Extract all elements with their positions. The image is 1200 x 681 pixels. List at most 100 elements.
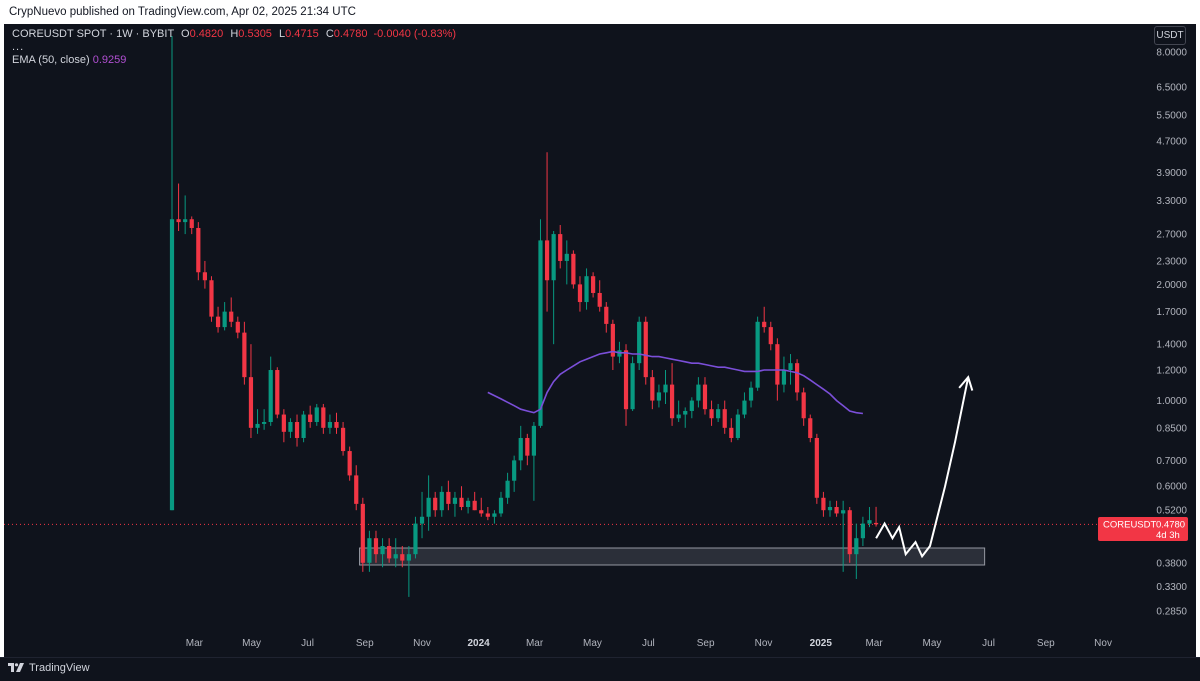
- candle[interactable]: [637, 316, 642, 371]
- candle[interactable]: [538, 219, 543, 428]
- candle[interactable]: [262, 409, 267, 430]
- candle[interactable]: [439, 486, 444, 517]
- candle[interactable]: [676, 400, 681, 423]
- candle[interactable]: [215, 306, 221, 333]
- candle[interactable]: [584, 268, 589, 310]
- candle[interactable]: [630, 356, 635, 411]
- candle[interactable]: [742, 392, 747, 419]
- candle[interactable]: [202, 260, 207, 289]
- legend-ema-row[interactable]: EMA (50, close) 0.9259: [12, 54, 456, 67]
- candle[interactable]: [788, 354, 793, 385]
- candle[interactable]: [367, 530, 372, 572]
- support-zone-rect[interactable]: [359, 547, 986, 566]
- candle[interactable]: [518, 425, 523, 471]
- candle[interactable]: [604, 302, 609, 333]
- candle[interactable]: [275, 367, 280, 419]
- candle[interactable]: [683, 407, 688, 428]
- candle[interactable]: [373, 530, 379, 563]
- candle[interactable]: [669, 363, 675, 426]
- candle[interactable]: [472, 491, 477, 511]
- legend-symbol-title[interactable]: COREUSDT SPOT · 1W · BYBIT: [12, 28, 174, 40]
- candle[interactable]: [795, 359, 800, 401]
- candle[interactable]: [406, 545, 411, 597]
- candle[interactable]: [834, 500, 839, 517]
- candle[interactable]: [419, 491, 425, 539]
- legend-symbol-row[interactable]: COREUSDT SPOT · 1W · BYBIT O0.4820 H0.53…: [12, 28, 456, 41]
- candle[interactable]: [354, 465, 359, 511]
- candle[interactable]: [459, 486, 464, 511]
- candle[interactable]: [591, 272, 596, 298]
- candle[interactable]: [696, 377, 701, 408]
- candle[interactable]: [663, 370, 668, 404]
- candle[interactable]: [808, 414, 813, 443]
- candle[interactable]: [847, 507, 852, 563]
- candle[interactable]: [610, 319, 615, 371]
- candle[interactable]: [768, 321, 773, 351]
- legend-more-dots[interactable]: ...: [12, 41, 25, 53]
- candle[interactable]: [577, 276, 583, 312]
- price-axis[interactable]: 8.0000 6.5000 5.5000 4.7000 3.9000 3.3000 2.70…: [1156, 48, 1187, 618]
- legend-ema-label[interactable]: EMA (50, close): [12, 54, 90, 66]
- candle[interactable]: [229, 297, 234, 328]
- candle[interactable]: [347, 446, 352, 481]
- candle[interactable]: [196, 222, 201, 281]
- candle[interactable]: [360, 497, 365, 572]
- candle[interactable]: [716, 403, 721, 423]
- candle[interactable]: [873, 506, 879, 527]
- candle[interactable]: [327, 414, 333, 434]
- candle[interactable]: [531, 422, 536, 501]
- candle[interactable]: [183, 195, 188, 235]
- candle[interactable]: [393, 538, 398, 568]
- candle[interactable]: [801, 387, 806, 426]
- candle[interactable]: [248, 344, 254, 438]
- candle[interactable]: [814, 433, 819, 504]
- candle[interactable]: [525, 433, 530, 466]
- candle[interactable]: [380, 538, 385, 568]
- candle[interactable]: [748, 381, 754, 408]
- candle[interactable]: [841, 500, 846, 572]
- chart-frame[interactable]: 8.0000 6.5000 5.5000 4.7000 3.9000 3.3000 2.70…: [4, 24, 1196, 657]
- candle[interactable]: [281, 409, 286, 443]
- candle[interactable]: [426, 475, 431, 531]
- candle[interactable]: [505, 472, 510, 504]
- candle[interactable]: [301, 410, 306, 443]
- candle[interactable]: [242, 321, 247, 385]
- candle[interactable]: [702, 377, 708, 415]
- candle[interactable]: [433, 491, 438, 517]
- candle[interactable]: [294, 414, 300, 447]
- candle[interactable]: [656, 384, 662, 408]
- candle[interactable]: [466, 497, 471, 514]
- projection-path[interactable]: [875, 377, 970, 559]
- candle[interactable]: [762, 306, 767, 333]
- candle[interactable]: [169, 36, 175, 511]
- candle[interactable]: [321, 403, 326, 434]
- candle[interactable]: [867, 507, 872, 528]
- candle[interactable]: [268, 356, 273, 426]
- candle[interactable]: [860, 516, 865, 546]
- candle[interactable]: [255, 409, 260, 434]
- candle[interactable]: [222, 302, 227, 331]
- candle[interactable]: [643, 316, 648, 385]
- candle[interactable]: [854, 523, 859, 579]
- candle[interactable]: [689, 397, 694, 419]
- candle[interactable]: [729, 418, 734, 443]
- candle[interactable]: [755, 316, 760, 391]
- candle[interactable]: [564, 240, 569, 285]
- candle[interactable]: [597, 280, 602, 312]
- currency-button[interactable]: USDT: [1154, 26, 1186, 45]
- candle[interactable]: [827, 500, 833, 517]
- candle[interactable]: [551, 231, 556, 345]
- candle[interactable]: [544, 152, 550, 312]
- candle[interactable]: [512, 455, 517, 492]
- tradingview-logo[interactable]: TradingView: [8, 662, 90, 674]
- candle[interactable]: [492, 510, 497, 524]
- candle[interactable]: [452, 491, 458, 517]
- price-chart[interactable]: 8.0000 6.5000 5.5000 4.7000 3.9000 3.3000 2.70…: [4, 24, 1196, 657]
- candle[interactable]: [189, 216, 194, 235]
- candle[interactable]: [735, 409, 740, 441]
- candle[interactable]: [400, 545, 405, 568]
- candle[interactable]: [650, 370, 655, 410]
- candle[interactable]: [387, 538, 392, 563]
- candle[interactable]: [446, 480, 451, 511]
- candle[interactable]: [340, 422, 346, 456]
